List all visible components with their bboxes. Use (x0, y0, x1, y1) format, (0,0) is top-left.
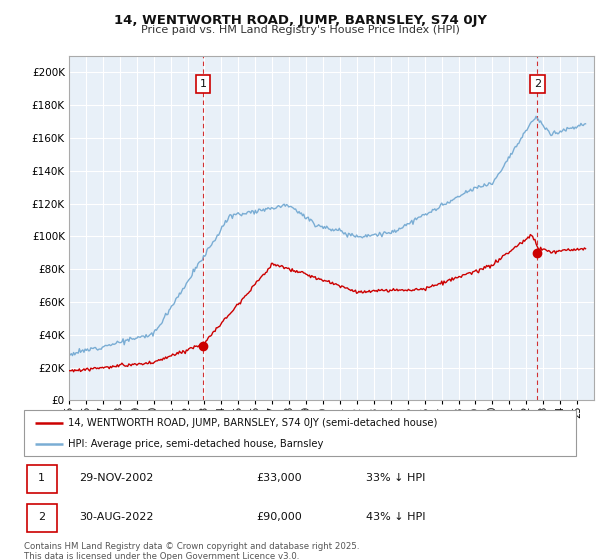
Text: 1: 1 (38, 473, 45, 483)
Text: 14, WENTWORTH ROAD, JUMP, BARNSLEY, S74 0JY (semi-detached house): 14, WENTWORTH ROAD, JUMP, BARNSLEY, S74 … (68, 418, 437, 428)
Text: 30-AUG-2022: 30-AUG-2022 (79, 512, 154, 522)
Text: 33% ↓ HPI: 33% ↓ HPI (366, 473, 425, 483)
Text: £33,000: £33,000 (256, 473, 301, 483)
Text: £90,000: £90,000 (256, 512, 302, 522)
Text: 1: 1 (199, 79, 206, 89)
FancyBboxPatch shape (27, 505, 57, 532)
Text: 14, WENTWORTH ROAD, JUMP, BARNSLEY, S74 0JY: 14, WENTWORTH ROAD, JUMP, BARNSLEY, S74 … (113, 14, 487, 27)
Text: Price paid vs. HM Land Registry's House Price Index (HPI): Price paid vs. HM Land Registry's House … (140, 25, 460, 35)
Text: 43% ↓ HPI: 43% ↓ HPI (366, 512, 426, 522)
Text: Contains HM Land Registry data © Crown copyright and database right 2025.
This d: Contains HM Land Registry data © Crown c… (24, 542, 359, 560)
Text: HPI: Average price, semi-detached house, Barnsley: HPI: Average price, semi-detached house,… (68, 440, 323, 450)
FancyBboxPatch shape (24, 410, 576, 456)
Text: 2: 2 (534, 79, 541, 89)
Text: 29-NOV-2002: 29-NOV-2002 (79, 473, 154, 483)
Text: 2: 2 (38, 512, 45, 522)
FancyBboxPatch shape (27, 465, 57, 493)
